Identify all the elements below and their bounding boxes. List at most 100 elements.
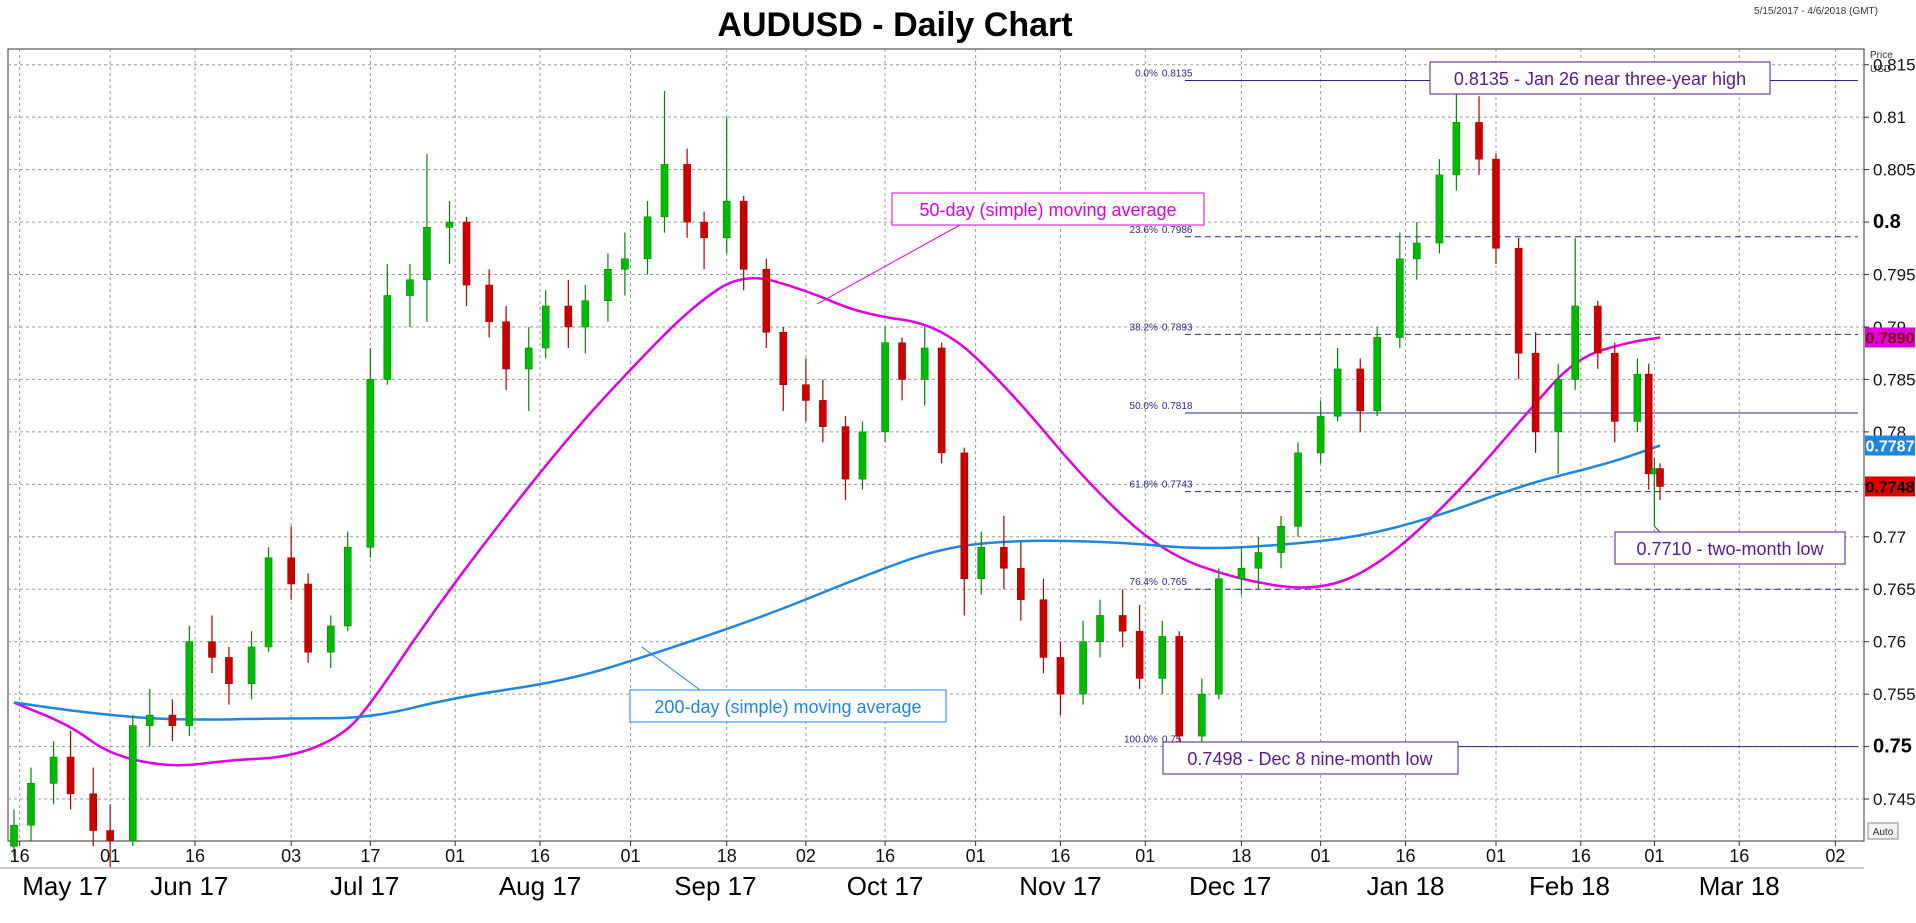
candle-up — [1237, 547, 1246, 595]
candle-body — [1633, 373, 1642, 422]
fib-level-pct: 23.6% — [1130, 225, 1158, 236]
candle-up — [1096, 599, 1104, 658]
x-month-label: Jul 17 — [330, 871, 399, 901]
candle-body — [1198, 693, 1206, 737]
candle-up — [27, 767, 35, 841]
candle-down — [1610, 342, 1619, 443]
candle-down — [1039, 578, 1048, 674]
x-month-label: Aug 17 — [499, 871, 581, 901]
candle-down — [1644, 363, 1653, 490]
candle-down — [1594, 300, 1602, 369]
moving-average-line — [13, 444, 1661, 721]
annotation-box — [1429, 61, 1771, 95]
candle-body — [524, 347, 533, 370]
candle-up — [326, 615, 335, 668]
candle-body — [406, 279, 414, 296]
price-badge-label: 0.7890 — [1866, 330, 1915, 347]
candle-up — [1435, 159, 1444, 254]
candle-down — [937, 342, 946, 464]
annotation-leader — [641, 646, 701, 691]
y-tick-label: 0.785 — [1873, 370, 1916, 389]
x-tick-label: 03 — [281, 846, 301, 866]
candle-down — [1118, 589, 1127, 647]
candles — [10, 80, 1664, 868]
candle-body — [1017, 567, 1025, 601]
candle-up — [524, 326, 533, 411]
candle-body — [1135, 630, 1144, 679]
candle-up — [1396, 232, 1404, 348]
auto-scale-button[interactable] — [1867, 822, 1899, 840]
candle-body — [819, 400, 827, 427]
candle-up — [383, 264, 392, 385]
candle-body — [858, 431, 867, 480]
candle-body — [898, 342, 906, 380]
x-tick-label: 01 — [621, 846, 641, 866]
x-tick-label: 01 — [1644, 846, 1664, 866]
candle-down — [700, 211, 708, 270]
x-tick-label: 17 — [360, 846, 380, 866]
candle-body — [1079, 641, 1087, 695]
candle-body — [604, 268, 612, 302]
x-tick-label: 16 — [875, 846, 895, 866]
candle-body — [423, 227, 431, 281]
x-month-label: Jan 18 — [1366, 871, 1444, 901]
candle-up — [541, 290, 550, 359]
candle-body — [960, 452, 969, 580]
chart-title: AUDUSD - Daily Chart — [717, 6, 1072, 44]
candle-up — [1452, 80, 1461, 191]
candle-body — [722, 200, 731, 239]
candle-body — [564, 305, 573, 328]
candle-down — [1175, 631, 1184, 749]
candle-body — [1000, 546, 1008, 569]
fib-level-pct: 0.0% — [1135, 68, 1158, 79]
candle-body — [1644, 373, 1653, 475]
x-month-label: Sep 17 — [674, 871, 756, 901]
candle-down — [225, 646, 233, 705]
price-badge — [1865, 435, 1915, 456]
x-tick-label: 18 — [717, 846, 737, 866]
x-tick-label: 16 — [1729, 846, 1749, 866]
candle-down — [841, 416, 850, 501]
candle-up — [1554, 363, 1563, 474]
candle-body — [937, 347, 946, 454]
candle-up — [881, 326, 889, 443]
candle-down — [502, 306, 510, 390]
x-month-label: Nov 17 — [1019, 871, 1101, 901]
annotation-text: 200-day (simple) moving average — [654, 697, 921, 717]
candle-body — [881, 342, 889, 433]
candle-down — [1135, 604, 1144, 689]
fib-level-value: 0.7893 — [1162, 322, 1193, 333]
candle-body — [1435, 174, 1444, 244]
candle-body — [1039, 599, 1048, 658]
y-axis-ticks: 0.8150.810.8050.80.7950.790.7850.780.775… — [1864, 56, 1916, 809]
candle-body — [779, 331, 788, 385]
candle-up — [445, 201, 454, 265]
candle-body — [1356, 368, 1365, 412]
candle-body — [1056, 657, 1065, 695]
fib-level-pct: 38.2% — [1130, 322, 1158, 333]
price-badge-label: 0.7748 — [1866, 479, 1915, 496]
x-tick-label: 16 — [1571, 846, 1591, 866]
x-month-label: Jun 17 — [150, 871, 228, 901]
candle-body — [462, 221, 471, 286]
candle-down — [1017, 542, 1025, 621]
candle-body — [343, 546, 352, 627]
candle-body — [1396, 258, 1404, 338]
candle-body — [247, 646, 256, 684]
candle-up — [423, 153, 431, 322]
candle-down — [462, 216, 471, 307]
date-range-label: 5/15/2017 - 4/6/2018 (GMT) — [1754, 6, 1878, 17]
candle-up — [1079, 620, 1087, 705]
annotation-text: 0.8135 - Jan 26 near three-year high — [1454, 69, 1746, 89]
candle-body — [700, 221, 708, 239]
price-badges: 0.7890 0.7787 0.7748 — [1865, 327, 1915, 497]
annotation-text: 50-day (simple) moving average — [919, 200, 1176, 220]
candle-body — [581, 300, 590, 328]
x-tick-label: 16 — [10, 846, 30, 866]
y-tick-label: 0.77 — [1873, 528, 1906, 547]
x-tick-label: 16 — [1395, 846, 1415, 866]
candle-up — [145, 688, 154, 747]
fib-level-pct: 100.0% — [1124, 735, 1158, 746]
candle-up — [343, 531, 352, 632]
